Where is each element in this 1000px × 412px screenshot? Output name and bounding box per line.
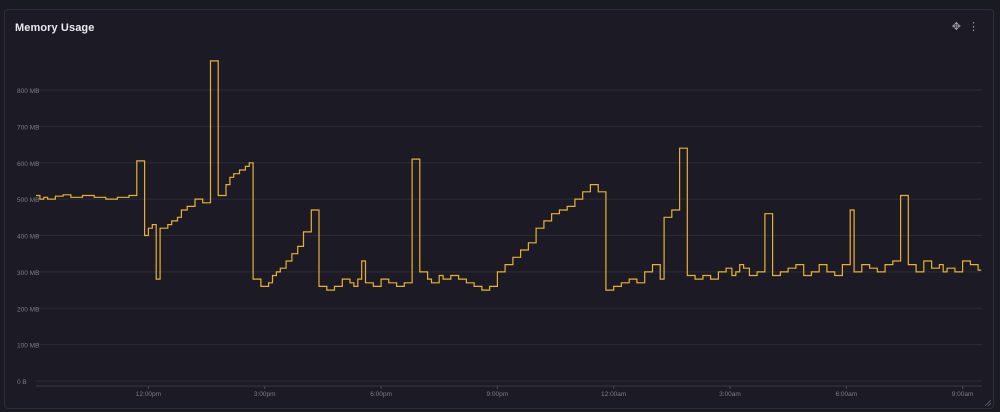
move-icon[interactable]: ✥ <box>951 21 961 33</box>
x-tick-label: 6:00pm <box>370 391 392 398</box>
x-tick-label: 12:00pm <box>136 391 161 398</box>
more-vertical-icon[interactable]: ⋮ <box>968 21 979 33</box>
memory-series-line <box>36 60 982 291</box>
x-tick-label: 12:00am <box>601 391 626 398</box>
x-tick-label: 9:00pm <box>487 391 509 398</box>
x-tick-label: 3:00am <box>719 391 741 398</box>
y-tick-label: 600 MB <box>17 161 39 168</box>
y-tick-label: 300 MB <box>17 270 39 277</box>
y-tick-label: 700 MB <box>17 124 39 131</box>
y-tick-label: 400 MB <box>17 234 39 241</box>
x-tick-label: 6:00am <box>835 391 857 398</box>
x-tick-label: 3:00pm <box>254 391 276 398</box>
resize-handle-icon[interactable] <box>985 400 991 406</box>
grid-lines <box>36 89 982 387</box>
memory-usage-panel: Memory Usage ✥ ⋮ <box>4 9 994 409</box>
y-axis-ticks: 0 B 100 MB 200 MB 300 MB 400 MB 500 MB 600 MB 7… <box>17 88 39 386</box>
panel-header-icons: ✥ ⋮ <box>952 21 979 33</box>
x-axis-ticks: 12:00pm 3:00pm 6:00pm 9:00pm 12:00am 3:00am 6:… <box>136 386 974 398</box>
series-layer <box>36 60 982 291</box>
x-tick-label: 9:00am <box>952 391 974 398</box>
y-tick-label: 0 B <box>17 379 27 386</box>
y-tick-label: 800 MB <box>17 88 39 95</box>
y-tick-label: 500 MB <box>17 197 39 204</box>
y-tick-label: 100 MB <box>17 343 39 350</box>
y-tick-label: 200 MB <box>17 306 39 313</box>
panel-title: Memory Usage <box>15 22 95 34</box>
